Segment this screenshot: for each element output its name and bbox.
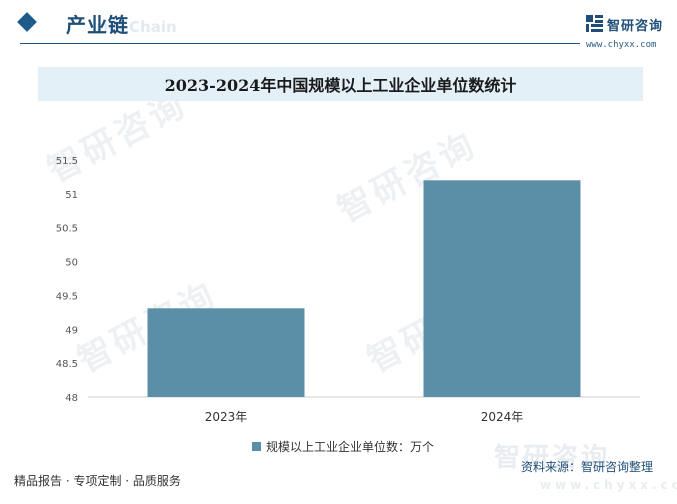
chart-legend: 规模以上工业企业单位数：万个 <box>252 438 434 454</box>
footer-slogan: 精品报告 · 专项定制 · 品质服务 <box>14 474 181 488</box>
legend-swatch <box>252 441 261 451</box>
y-tick-label: 50.5 <box>56 224 78 235</box>
bar-chart: 48 48.5 49 49.5 50 50.5 51 51.5 2023年 2024年 <box>0 140 677 440</box>
data-source: 资料来源：智研咨询整理 <box>521 460 654 474</box>
bar-chart-svg: 48 48.5 49 49.5 50 50.5 51 51.5 2023年 2024年 <box>56 156 640 424</box>
y-tick-label: 48.5 <box>56 359 78 370</box>
y-tick-label: 48 <box>65 393 78 404</box>
header-divider <box>20 43 580 44</box>
bar <box>423 180 581 397</box>
y-tick-label: 49 <box>65 325 78 336</box>
x-tick-label: 2023年 <box>205 410 248 424</box>
logo-text: 智研咨询 <box>607 19 664 34</box>
bar <box>147 308 305 397</box>
footer-url-watermark: www.chyxx.com <box>540 478 677 492</box>
logo-url: www.chyxx.com <box>586 40 657 50</box>
diamond-icon <box>17 12 37 32</box>
y-tick-label: 49.5 <box>56 291 78 302</box>
brand-logo: 智研咨询 <box>586 14 670 34</box>
section-title: 产业链 <box>66 13 129 37</box>
y-tick-label: 51 <box>65 190 78 201</box>
chart-title: 2023-2024年中国规模以上工业企业单位数统计 <box>164 76 517 95</box>
legend-label: 规模以上工业企业单位数：万个 <box>266 439 435 454</box>
chart-title-band: 2023-2024年中国规模以上工业企业单位数统计 <box>38 67 643 101</box>
header: rial Chain 产业链 智研咨询 www.chyxx.com <box>0 0 677 56</box>
y-tick-label: 50 <box>65 258 78 269</box>
y-tick-label: 51.5 <box>56 156 78 167</box>
footer-brand-watermark: 智研咨询 <box>494 443 611 473</box>
x-tick-label: 2024年 <box>481 410 524 424</box>
logo-mark-icon <box>586 15 603 32</box>
